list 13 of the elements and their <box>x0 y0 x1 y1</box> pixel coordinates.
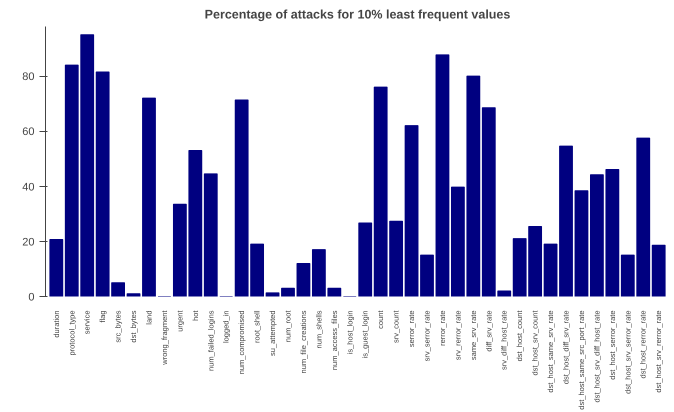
bar <box>204 173 218 296</box>
y-tick-label: 0 <box>28 292 35 304</box>
bar <box>636 138 650 296</box>
y-tick-label: 80 <box>22 71 35 84</box>
y-tick-label: 20 <box>22 236 35 248</box>
chart-title: Percentage of attacks for 10% least frequent values <box>204 8 510 22</box>
bar <box>358 222 372 296</box>
y-tick-label: 60 <box>22 126 35 138</box>
bar <box>64 64 79 296</box>
bar <box>497 290 512 296</box>
bar <box>652 244 666 296</box>
y-tick-label: 40 <box>22 181 35 194</box>
bar <box>49 238 64 296</box>
